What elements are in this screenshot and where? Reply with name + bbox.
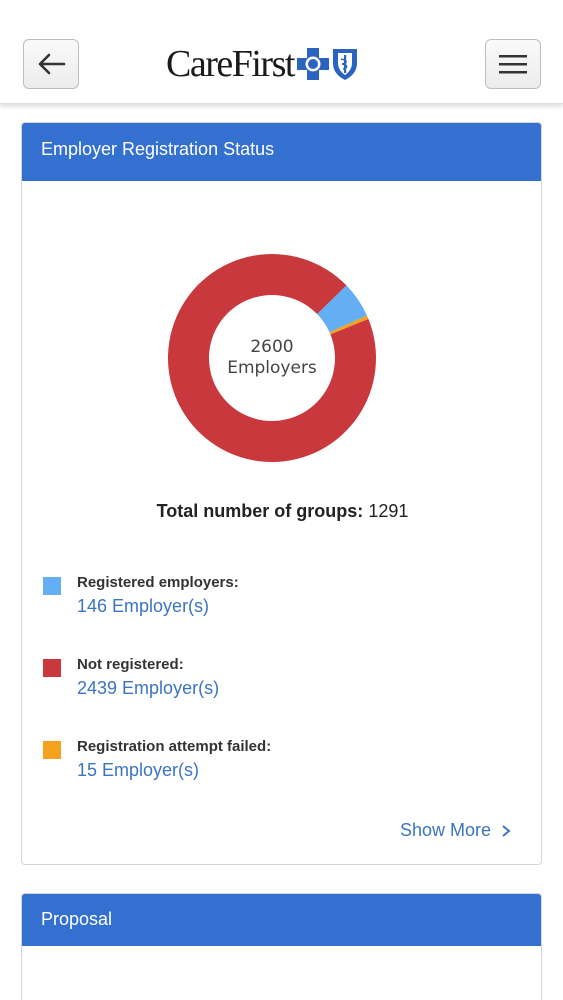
total-groups: Total number of groups: 1291 (22, 501, 541, 522)
show-more-link[interactable]: Show More (400, 820, 511, 841)
donut-center-text: 2600 Employers (167, 253, 377, 463)
carefirst-logo: CareFirst (166, 43, 360, 85)
donut-slice-registration-attempt-failed[interactable] (329, 315, 369, 335)
blue-cross-icon (296, 48, 329, 80)
legend-swatch (43, 659, 61, 677)
total-groups-value: 1291 (368, 501, 409, 521)
card-title: Proposal (22, 894, 541, 946)
donut-slice-registered-employers[interactable] (317, 285, 367, 333)
proposal-card: Proposal (21, 893, 542, 1000)
total-groups-label: Total number of groups: (156, 501, 364, 521)
top-bar: CareFirst (0, 0, 563, 104)
show-more-label: Show More (399, 820, 491, 840)
logo-text: CareFirst (166, 43, 295, 85)
employer-registration-card: Employer Registration Status 2600 Employ… (21, 122, 542, 865)
blue-shield-icon (332, 49, 357, 80)
card-title: Employer Registration Status (22, 123, 541, 181)
legend-swatch (43, 741, 61, 759)
chevron-right-icon (502, 824, 511, 837)
registration-donut-chart: 2600 Employers (167, 253, 377, 463)
back-button[interactable] (23, 39, 79, 89)
legend-value-link[interactable]: 15 Employer(s) (77, 760, 200, 780)
legend-value-link[interactable]: 2439 Employer(s) (77, 678, 220, 698)
legend-label: Registration attempt failed: (77, 738, 272, 755)
donut-center-value: 2600 (250, 337, 294, 357)
legend-value-link[interactable]: 146 Employer(s) (77, 596, 210, 616)
menu-button[interactable] (485, 39, 541, 89)
arrow-left-icon (38, 53, 66, 75)
donut-center-label: Employers (227, 358, 317, 378)
donut-slice-not-registered[interactable] (167, 253, 376, 462)
legend-label: Registered employers: (77, 574, 239, 591)
hamburger-menu-icon (499, 55, 527, 74)
legend-label: Not registered: (77, 656, 184, 673)
legend-swatch (43, 577, 61, 595)
